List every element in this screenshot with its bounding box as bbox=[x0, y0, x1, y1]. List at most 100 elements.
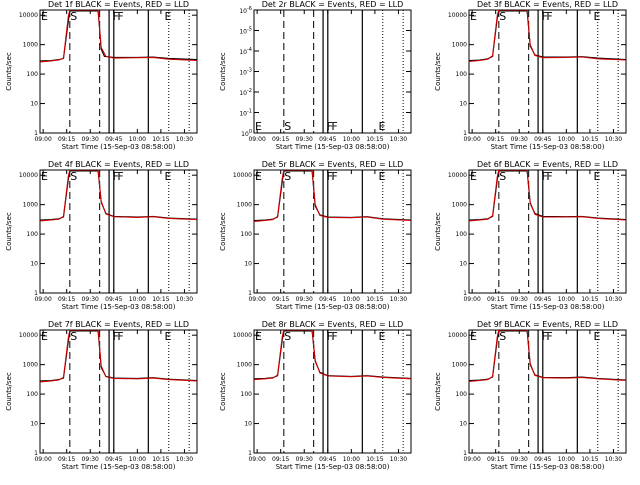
segment-marker-label: S bbox=[284, 120, 291, 133]
segment-marker-label: E bbox=[255, 120, 262, 133]
panel-title: Det 1f BLACK = Events, RED = LLD bbox=[48, 0, 189, 9]
segment-marker-label: E bbox=[378, 330, 385, 343]
plot-frame bbox=[39, 9, 198, 134]
y-axis-label: Counts/sec bbox=[219, 372, 227, 411]
detector-panel: Det 4f BLACK = Events, RED = LLD 09:00 09:… bbox=[5, 160, 198, 311]
panel-title: Det 2r BLACK = Events, RED = LLD bbox=[262, 0, 404, 9]
x-axis-label: Start Time (15-Sep-03 08:58:00) bbox=[276, 463, 390, 471]
x-axis-label: Start Time (15-Sep-03 08:58:00) bbox=[276, 303, 390, 311]
x-tick-label: 09:30 bbox=[296, 136, 313, 143]
y-tick-label: 10 bbox=[459, 261, 467, 268]
y-tick-label: 10-3 bbox=[239, 68, 252, 77]
x-axis-label: Start Time (15-Sep-03 08:58:00) bbox=[62, 303, 176, 311]
x-tick-label: 10:15 bbox=[152, 136, 169, 143]
y-tick-label: 1000 bbox=[23, 42, 38, 49]
x-tick-label: 10:30 bbox=[390, 296, 407, 303]
x-tick-label: 09:30 bbox=[296, 456, 313, 463]
x-tick-label: 10:15 bbox=[581, 456, 598, 463]
y-axis-label: Counts/sec bbox=[5, 212, 13, 251]
segment-marker-label: E bbox=[470, 330, 477, 343]
y-tick-label: 10-6 bbox=[239, 6, 252, 15]
segment-marker-label: E bbox=[164, 330, 171, 343]
x-tick-label: 09:15 bbox=[58, 456, 75, 463]
detector-panel: Det 1f BLACK = Events, RED = LLD 09:00 09:… bbox=[5, 0, 198, 151]
detector-panel: Det 6f BLACK = Events, RED = LLD 09:00 09:… bbox=[434, 160, 627, 311]
x-axis-label: Start Time (15-Sep-03 08:58:00) bbox=[491, 143, 605, 151]
segment-marker-label: E bbox=[593, 10, 600, 23]
y-tick-label: 1 bbox=[463, 290, 467, 297]
x-tick-label: 10:00 bbox=[343, 456, 360, 463]
x-tick-label: 09:30 bbox=[511, 296, 528, 303]
segment-marker-label: E bbox=[164, 10, 171, 23]
panel-title: Det 4f BLACK = Events, RED = LLD bbox=[48, 160, 189, 169]
x-tick-label: 09:45 bbox=[534, 296, 551, 303]
x-tick-label: 09:45 bbox=[319, 456, 336, 463]
segment-marker-label: S bbox=[499, 330, 506, 343]
segment-marker-label: E bbox=[255, 330, 262, 343]
y-tick-label: 1000 bbox=[23, 202, 38, 209]
y-axis-label: Counts/sec bbox=[434, 212, 442, 251]
x-tick-label: 09:00 bbox=[463, 136, 480, 143]
y-tick-label: 100 bbox=[456, 231, 468, 238]
segment-marker-label: E bbox=[593, 330, 600, 343]
segment-marker-label: E bbox=[593, 170, 600, 183]
y-tick-label: 10 bbox=[459, 101, 467, 108]
x-tick-label: 09:15 bbox=[272, 296, 289, 303]
segment-marker-label: E bbox=[470, 170, 477, 183]
lld-series-line bbox=[40, 170, 197, 222]
y-axis-label: Counts/sec bbox=[219, 212, 227, 251]
y-tick-label: 1 bbox=[34, 130, 38, 137]
lld-series-line bbox=[469, 170, 626, 222]
segment-marker-label: F bbox=[327, 170, 333, 183]
segment-marker-label: E bbox=[378, 120, 385, 133]
plot-frame bbox=[39, 329, 198, 454]
x-tick-label: 10:15 bbox=[366, 456, 383, 463]
segment-marker-label: S bbox=[70, 170, 77, 183]
x-tick-label: 09:15 bbox=[272, 456, 289, 463]
x-tick-label: 09:00 bbox=[34, 136, 51, 143]
y-tick-label: 10-5 bbox=[239, 27, 252, 36]
y-tick-label: 100 bbox=[456, 71, 468, 78]
segment-marker-label: S bbox=[284, 170, 291, 183]
lld-series-line bbox=[40, 330, 197, 383]
y-tick-label: 10 bbox=[30, 261, 38, 268]
y-tick-label: 10000 bbox=[19, 172, 38, 179]
y-tick-label: 1 bbox=[248, 290, 252, 297]
y-tick-label: 10000 bbox=[448, 332, 467, 339]
y-tick-label: 10 bbox=[244, 261, 252, 268]
segment-marker-label: S bbox=[499, 10, 506, 23]
lld-series-line bbox=[254, 170, 411, 222]
segment-marker-label: F bbox=[546, 170, 552, 183]
x-tick-label: 09:30 bbox=[511, 136, 528, 143]
segment-marker-label: S bbox=[499, 170, 506, 183]
segment-marker-label: F bbox=[117, 330, 123, 343]
x-tick-label: 10:30 bbox=[176, 456, 193, 463]
y-tick-label: 10000 bbox=[19, 12, 38, 19]
x-tick-label: 10:00 bbox=[129, 136, 146, 143]
x-tick-label: 09:45 bbox=[319, 136, 336, 143]
segment-marker-label: F bbox=[542, 330, 548, 343]
y-tick-label: 10000 bbox=[233, 172, 252, 179]
segment-marker-label: E bbox=[41, 330, 48, 343]
plot-frame bbox=[253, 9, 412, 134]
lld-series-line bbox=[469, 10, 626, 62]
y-tick-label: 1000 bbox=[452, 42, 467, 49]
x-tick-label: 09:30 bbox=[82, 136, 99, 143]
segment-marker-label: F bbox=[546, 330, 552, 343]
x-tick-label: 10:30 bbox=[390, 136, 407, 143]
x-tick-label: 09:45 bbox=[105, 456, 122, 463]
detector-panel: Det 7f BLACK = Events, RED = LLD 09:00 09:… bbox=[5, 320, 198, 471]
y-tick-label: 1 bbox=[34, 450, 38, 457]
x-tick-label: 10:00 bbox=[558, 456, 575, 463]
x-tick-label: 10:00 bbox=[343, 296, 360, 303]
x-tick-label: 09:30 bbox=[82, 296, 99, 303]
y-tick-label: 10 bbox=[459, 421, 467, 428]
y-tick-label: 1 bbox=[34, 290, 38, 297]
x-tick-label: 09:00 bbox=[463, 456, 480, 463]
lld-series-line bbox=[40, 10, 197, 63]
y-tick-label: 1000 bbox=[452, 202, 467, 209]
x-tick-label: 09:45 bbox=[534, 136, 551, 143]
x-tick-label: 09:00 bbox=[248, 136, 265, 143]
segment-marker-label: F bbox=[113, 330, 119, 343]
detector-panel: Det 5r BLACK = Events, RED = LLD 09:00 09:… bbox=[219, 160, 412, 311]
